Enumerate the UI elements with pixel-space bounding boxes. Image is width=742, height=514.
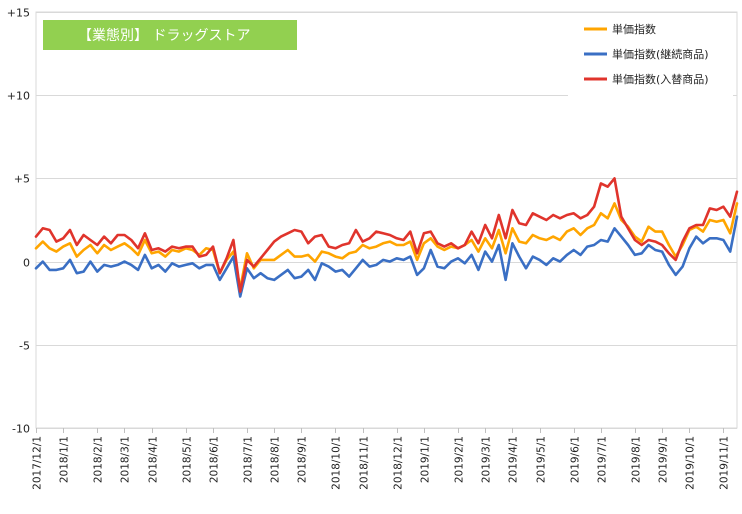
title-badge-text: 【業態別】 ドラッグストア xyxy=(78,28,250,44)
x-axis-ticks: 2017/12/1 2018/1/1 2018/2/1 2018/3/1 2018/4/… xyxy=(32,428,731,490)
x-tick-label: 2019/3/1 xyxy=(481,436,493,483)
x-tick-label: 2019/10/1 xyxy=(685,436,697,490)
series-lines xyxy=(34,177,739,298)
legend-label-1: 単価指数 xyxy=(612,22,656,36)
title-badge-bg xyxy=(43,20,297,50)
x-tick-label: 2019/6/1 xyxy=(570,436,582,483)
x-tick-label: 2019/1/1 xyxy=(420,436,432,483)
x-tick-label: 2018/9/1 xyxy=(297,436,309,483)
y-tick-label: -5 xyxy=(19,340,30,353)
x-tick-label: 2018/10/1 xyxy=(331,436,343,490)
series-line-1 xyxy=(34,202,739,290)
x-tick-label: 2018/1/1 xyxy=(59,436,71,483)
y-tick-label: -10 xyxy=(12,423,30,436)
y-tick-label: +10 xyxy=(7,90,30,103)
x-tick-label: 2018/8/1 xyxy=(270,436,282,483)
series-line-3 xyxy=(34,177,739,293)
legend-label-3: 単価指数(入替商品) xyxy=(612,72,709,86)
x-tick-label: 2018/6/1 xyxy=(209,436,221,483)
series-line-2 xyxy=(34,215,739,298)
y-axis-ticks: +15 +10 +5 0 -5 -10 xyxy=(7,7,30,436)
x-tick-label: 2018/3/1 xyxy=(120,436,132,483)
x-tick-label: 2019/4/1 xyxy=(508,436,520,483)
x-tick-label: 2018/12/1 xyxy=(393,436,405,490)
x-tick-label: 2019/7/1 xyxy=(597,436,609,483)
x-tick-label: 2018/2/1 xyxy=(93,436,105,483)
x-tick-label: 2018/4/1 xyxy=(148,436,160,483)
x-tick-label: 2018/7/1 xyxy=(243,436,255,483)
x-tick-label: 2018/11/1 xyxy=(359,436,371,490)
x-tick-label: 2019/9/1 xyxy=(658,436,670,483)
x-tick-label: 2019/5/1 xyxy=(536,436,548,483)
y-tick-label: +5 xyxy=(14,173,30,186)
x-tick-label: 2018/5/1 xyxy=(182,436,194,483)
y-tick-label: 0 xyxy=(23,257,30,270)
x-tick-label: 2019/2/1 xyxy=(454,436,466,483)
x-tick-label: 2019/8/1 xyxy=(631,436,643,483)
y-tick-label: +15 xyxy=(7,7,30,20)
legend-label-2: 単価指数(継続商品) xyxy=(612,47,709,61)
x-tick-label: 2019/11/1 xyxy=(719,436,731,490)
title-badge: 【業態別】 ドラッグストア xyxy=(43,20,297,50)
x-tick-label: 2017/12/1 xyxy=(32,436,44,490)
